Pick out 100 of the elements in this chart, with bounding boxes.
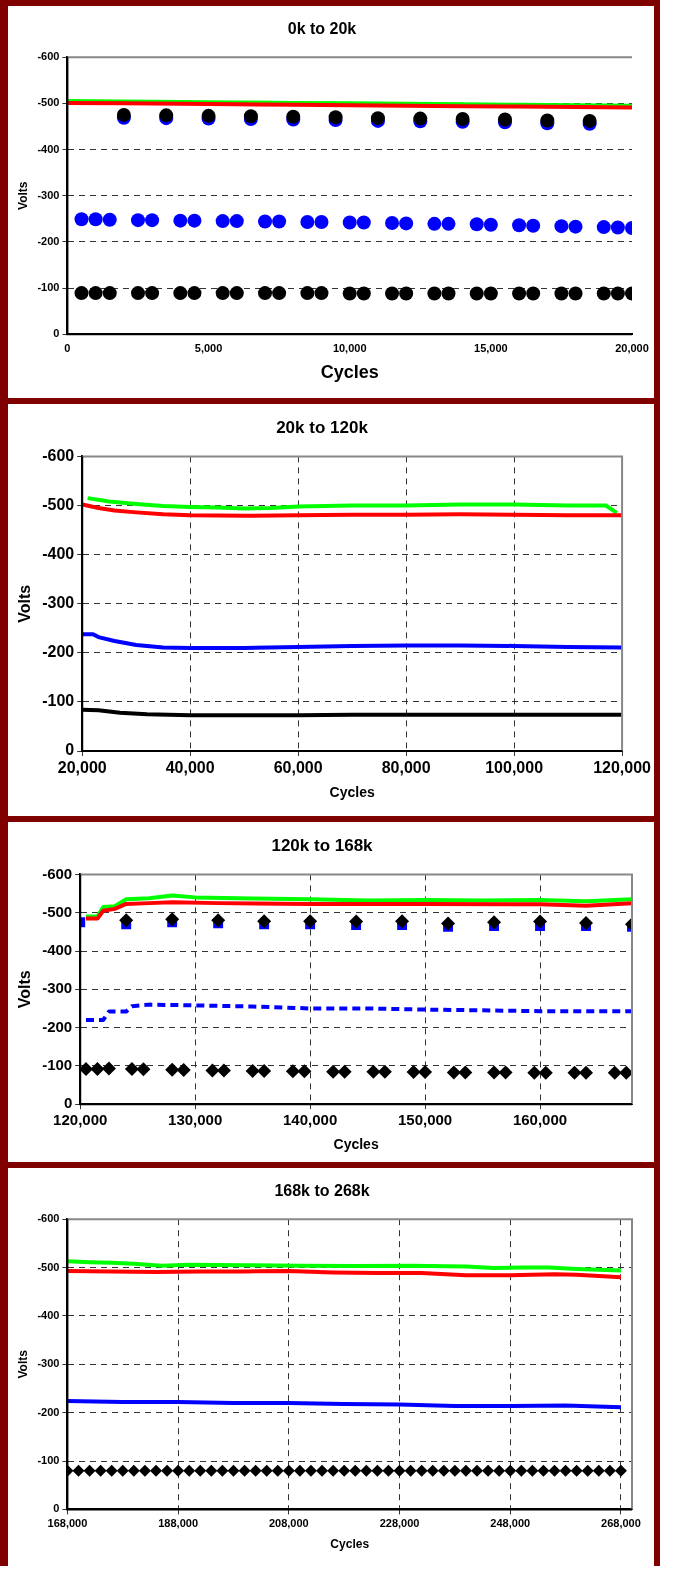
x-tick-label: 188,000	[158, 1517, 198, 1530]
point	[303, 914, 318, 929]
point	[349, 914, 364, 929]
point	[285, 1064, 300, 1079]
point	[187, 213, 202, 228]
point	[579, 1065, 594, 1080]
point	[610, 220, 625, 235]
point	[215, 286, 230, 301]
x-tick-label: 150,000	[397, 1111, 453, 1129]
point	[441, 286, 456, 301]
point	[596, 220, 611, 235]
point	[130, 286, 145, 301]
y-tick-label: -500	[37, 1260, 60, 1273]
x-tick-label: 20,000	[57, 759, 107, 777]
point	[406, 1065, 421, 1080]
point	[173, 286, 188, 301]
point	[356, 286, 371, 301]
x-axis-title: Cycles	[329, 784, 375, 801]
point	[326, 1064, 341, 1079]
point	[300, 286, 315, 301]
point	[300, 215, 315, 230]
x-tick-label: 168,000	[47, 1517, 88, 1530]
y-axis-title: Volts	[15, 181, 30, 210]
point	[297, 1064, 312, 1079]
point	[385, 286, 400, 301]
y-tick-label: 0	[63, 1094, 73, 1112]
point	[483, 217, 498, 232]
point	[342, 215, 357, 230]
point	[74, 212, 89, 227]
point	[619, 1065, 632, 1080]
point	[533, 914, 548, 929]
x-tick-label: 100,000	[485, 759, 544, 777]
y-tick-label: -200	[37, 1405, 60, 1418]
point	[88, 286, 103, 301]
y-tick-label: -100	[42, 1056, 73, 1074]
point	[526, 218, 541, 233]
point	[102, 286, 117, 301]
y-tick-label: -600	[42, 864, 73, 882]
point	[427, 216, 442, 231]
x-axis-title: Cycles	[330, 1537, 370, 1552]
point	[165, 1062, 180, 1077]
x-tick-label: 60,000	[273, 759, 323, 777]
y-tick-label: 0	[53, 327, 60, 340]
point	[399, 216, 414, 231]
point	[385, 215, 400, 230]
y-tick-label: 0	[53, 1502, 60, 1515]
point	[211, 913, 226, 928]
point	[395, 914, 410, 929]
x-tick-label: 120,000	[593, 759, 652, 777]
x-tick-label: 120,000	[53, 1111, 108, 1129]
point	[441, 216, 456, 231]
point	[356, 215, 371, 230]
point	[119, 913, 134, 928]
x-axis-title: Cycles	[320, 362, 379, 383]
point	[458, 1065, 473, 1080]
point	[527, 1065, 542, 1080]
point	[130, 213, 145, 228]
point	[498, 1065, 513, 1080]
y-tick-label: -300	[42, 979, 73, 997]
point	[258, 214, 273, 229]
point	[88, 212, 103, 227]
point	[314, 215, 329, 230]
point	[377, 1064, 392, 1079]
y-tick-label: -400	[37, 142, 60, 155]
y-tick-label: -500	[42, 902, 73, 920]
point	[487, 915, 502, 930]
point	[257, 1063, 272, 1078]
chart-title: 20k to 120k	[276, 417, 369, 437]
x-tick-label: 208,000	[268, 1517, 309, 1530]
line-series	[83, 1002, 632, 1022]
x-axis-title: Cycles	[333, 1136, 379, 1153]
y-tick-label: -500	[42, 495, 75, 513]
x-tick-label: 248,000	[490, 1517, 531, 1530]
y-tick-label: -400	[42, 941, 73, 959]
y-tick-label: -500	[37, 96, 60, 109]
x-tick-label: 20,000	[615, 341, 649, 354]
y-axis-title: Volts	[16, 970, 34, 1009]
point	[399, 286, 414, 301]
x-tick-label: 140,000	[283, 1111, 338, 1129]
y-tick-label: -100	[37, 1454, 60, 1467]
point	[173, 213, 188, 228]
point	[538, 1065, 553, 1080]
y-tick-label: -200	[42, 643, 75, 661]
point	[469, 217, 484, 232]
point	[145, 213, 160, 228]
point	[568, 286, 583, 301]
point	[145, 286, 160, 301]
point	[512, 286, 527, 301]
point	[272, 214, 287, 229]
point	[418, 1065, 433, 1080]
point	[74, 286, 89, 301]
x-tick-label: 10,000	[332, 341, 367, 354]
point	[337, 1064, 352, 1079]
y-tick-label: -400	[37, 1308, 60, 1321]
point	[512, 218, 527, 233]
point	[427, 286, 442, 301]
y-tick-label: 0	[65, 741, 75, 759]
y-tick-label: -100	[37, 281, 60, 294]
point	[342, 286, 357, 301]
point	[483, 286, 498, 301]
